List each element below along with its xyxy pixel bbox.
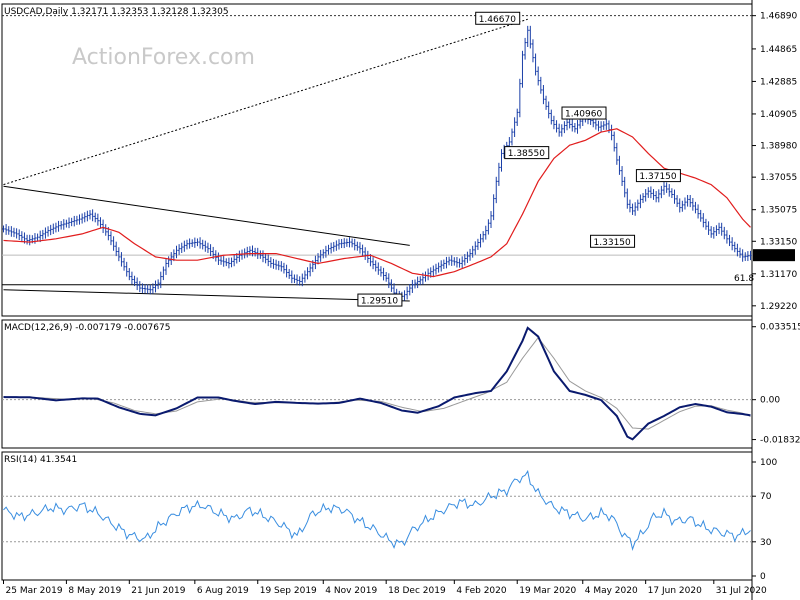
trend-line-2	[3, 289, 410, 302]
price-annotations: 1.46670 1.40960 1.38550 1.37150 1.33150 1.295…	[357, 11, 681, 307]
x-tick-label: 19 Sep 2019	[260, 586, 317, 596]
x-tick-label: 25 Mar 2019	[6, 586, 63, 596]
price-tick-label: 1.42885	[760, 77, 797, 87]
trend-lines	[3, 18, 528, 302]
rsi-tick-label: 70	[760, 492, 772, 502]
annotation-box-5	[357, 293, 403, 307]
price-tick-label: 1.29220	[760, 302, 797, 312]
x-tick-label: 8 May 2019	[68, 586, 121, 596]
watermark: ActionForex.com	[72, 45, 255, 70]
panel-frames	[1, 0, 753, 600]
price-tick-label: 1.31170	[760, 270, 797, 280]
price-tick-label: 1.40905	[760, 110, 797, 120]
annotation-label: 1.40960	[565, 110, 602, 120]
moving-average	[3, 128, 751, 278]
x-tick-label: 21 Jun 2019	[131, 586, 185, 596]
rsi-tick-label: 30	[760, 538, 772, 548]
price-bars	[2, 25, 752, 303]
price-panel-title: USDCAD,Daily 1.32171 1.32353 1.32128 1.3…	[4, 7, 229, 17]
macd-tick-label: -0.018324	[760, 436, 800, 446]
annotation-label: 1.29510	[361, 297, 398, 307]
trend-line-1	[3, 185, 410, 246]
annotation-box-4	[590, 234, 636, 248]
annotation-label: 1.38550	[508, 149, 545, 159]
rsi-tick-label: 0	[760, 572, 766, 582]
macd-panel-title: MACD(12,26,9) -0.007179 -0.007675	[4, 323, 170, 333]
price-tick-label: 1.46890	[760, 12, 797, 22]
grid: 61.8	[2, 15, 754, 286]
annotation-box-2	[504, 146, 550, 160]
ma-line	[3, 128, 751, 278]
rsi-panel-title: RSI(14) 41.3541	[4, 455, 77, 465]
annotation-box-1	[561, 106, 607, 120]
fib-618-label: 61.8	[734, 274, 754, 284]
annotation-label: 1.37150	[639, 172, 676, 182]
price-tick-label: 1.37055	[760, 173, 797, 183]
price-tick-label: 1.35075	[760, 206, 797, 216]
x-tick-label: 17 Jun 2020	[648, 586, 702, 596]
macd-panel: 0.033515 0.00 -0.018324	[2, 323, 800, 446]
x-tick-label: 18 Dec 2019	[388, 586, 446, 596]
price-tick-label: 1.44865	[760, 45, 797, 55]
annotation-label: 1.33150	[594, 238, 631, 248]
y-axis-labels: 1.46890 1.44865 1.42885 1.40905 1.38980 1.370…	[752, 12, 797, 312]
annotation-box-0	[475, 11, 521, 25]
x-tick-label: 4 Feb 2020	[456, 586, 507, 596]
annotation-box-3	[635, 169, 681, 183]
annotation-label: 1.46670	[479, 15, 516, 25]
current-price-label: 1.32305	[756, 251, 793, 261]
macd-tick-label: 0.033515	[760, 323, 800, 333]
price-tick-label: 1.33150	[760, 237, 797, 247]
current-price-box	[753, 249, 795, 262]
rsi-panel: 100 70 30 0	[2, 458, 777, 582]
x-tick-label: 4 May 2020	[585, 586, 638, 596]
x-axis-labels: 25 Mar 2019 8 May 2019 21 Jun 2019 6 Aug 20…	[3, 580, 767, 596]
x-tick-label: 31 Jul 2020	[716, 586, 767, 596]
macd-line	[3, 326, 751, 441]
x-tick-label: 19 Mar 2020	[519, 586, 576, 596]
rsi-tick-label: 100	[760, 458, 777, 468]
macd-tick-label: 0.00	[760, 396, 780, 406]
rsi-line	[3, 469, 751, 551]
price-tick-label: 1.38980	[760, 142, 797, 152]
x-tick-label: 4 Nov 2019	[325, 586, 377, 596]
x-tick-label: 6 Aug 2019	[197, 586, 249, 596]
